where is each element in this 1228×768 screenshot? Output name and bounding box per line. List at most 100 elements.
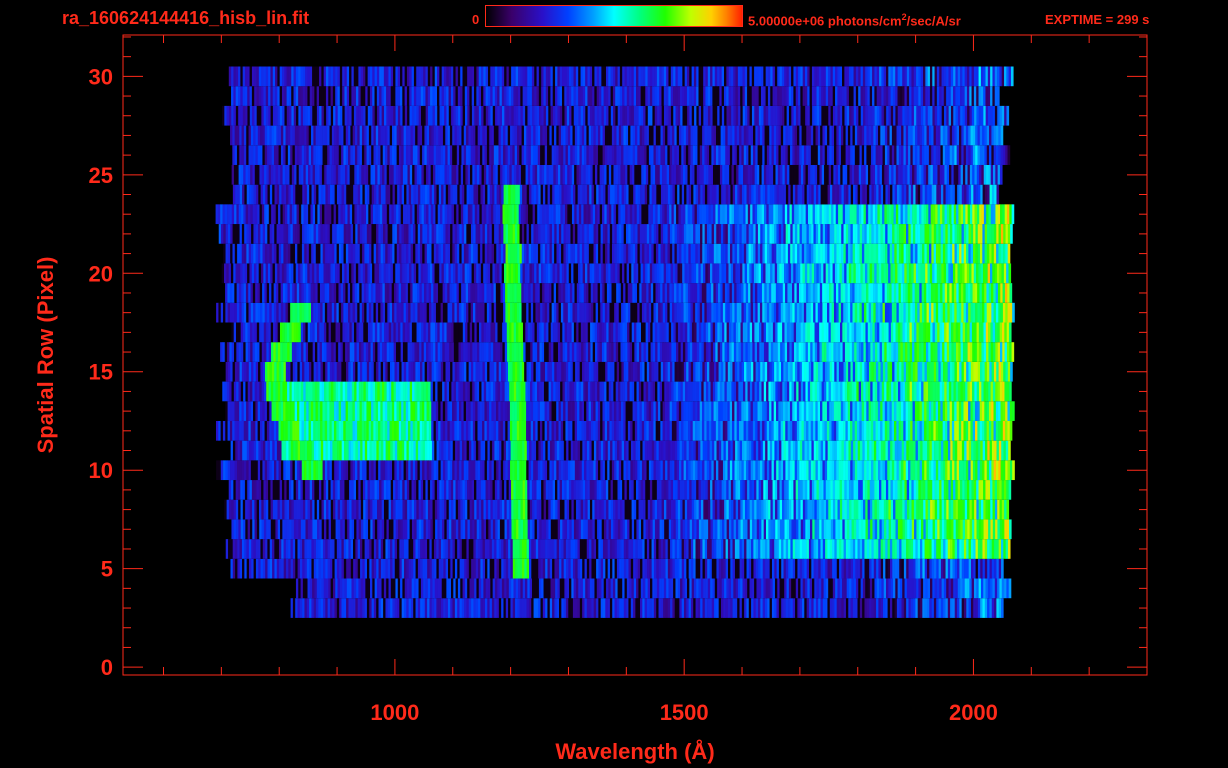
heatmap-cell [783, 598, 787, 618]
heatmap-cell [710, 322, 714, 343]
heatmap-cell [740, 381, 744, 402]
heatmap-cell [404, 499, 408, 520]
heatmap-cell [819, 519, 822, 540]
heatmap-cell [451, 499, 454, 520]
heatmap-cell [679, 361, 682, 382]
heatmap-cell [862, 361, 865, 382]
heatmap-cell [662, 342, 665, 362]
heatmap-cell [625, 420, 629, 441]
heatmap-cell [259, 322, 262, 343]
heatmap-cell [633, 539, 636, 559]
heatmap-cell [365, 578, 368, 599]
heatmap-cell [660, 598, 664, 618]
heatmap-cell [1007, 460, 1011, 481]
heatmap-cell [372, 519, 376, 540]
heatmap-cell [420, 578, 424, 599]
heatmap-cell [455, 322, 459, 343]
heatmap-cell [864, 539, 868, 559]
heatmap-cell [707, 558, 710, 579]
heatmap-cell [947, 401, 950, 421]
heatmap-cell [517, 480, 521, 500]
heatmap-cell [331, 381, 334, 402]
heatmap-cell [831, 420, 835, 441]
heatmap-cell [817, 420, 821, 441]
heatmap-cell [514, 361, 518, 382]
heatmap-cell [888, 381, 892, 402]
heatmap-cell [477, 401, 481, 421]
heatmap-cell [289, 499, 292, 520]
heatmap-cell [543, 578, 547, 599]
heatmap-cell [361, 381, 364, 402]
heatmap-cell [894, 558, 898, 579]
heatmap-cell [997, 519, 1001, 540]
heatmap-cell [741, 539, 745, 559]
heatmap-cell [836, 460, 839, 481]
heatmap-cell [238, 499, 241, 520]
heatmap-cell [486, 420, 490, 441]
heatmap-cell [694, 322, 697, 343]
heatmap-cell [545, 578, 549, 599]
heatmap-cell [588, 342, 591, 362]
heatmap-cell [998, 598, 1002, 618]
heatmap-cell [355, 598, 358, 618]
heatmap-cell [754, 578, 757, 599]
heatmap-cell [621, 361, 624, 382]
heatmap-cell [564, 342, 568, 362]
heatmap-cell [833, 381, 836, 402]
heatmap-cell [701, 519, 704, 540]
heatmap-cell [489, 598, 493, 618]
heatmap-cell [496, 539, 500, 559]
heatmap-cell [774, 480, 778, 500]
heatmap-cell [767, 539, 770, 559]
heatmap-cell [251, 480, 255, 500]
heatmap-cell [714, 539, 717, 559]
heatmap-cell [929, 558, 932, 579]
heatmap-cell [550, 322, 554, 343]
heatmap-cell [798, 322, 801, 343]
heatmap-cell [718, 460, 721, 481]
heatmap-cell [990, 381, 994, 402]
heatmap-cell [858, 578, 861, 599]
heatmap-cell [984, 401, 987, 421]
heatmap-cell [709, 440, 713, 461]
heatmap-cell [492, 480, 496, 500]
heatmap-cell [605, 361, 608, 382]
heatmap-cell [762, 401, 765, 421]
heatmap-cell [306, 420, 309, 441]
heatmap-cell [647, 480, 651, 500]
heatmap-cell [665, 558, 669, 579]
heatmap-cell [268, 499, 271, 520]
heatmap-cell [275, 519, 279, 540]
heatmap-cell [477, 420, 481, 441]
heatmap-cell [700, 361, 703, 382]
heatmap-cell [474, 480, 477, 500]
heatmap-cell [360, 558, 363, 579]
heatmap-cell [866, 440, 870, 461]
heatmap-cell [374, 322, 378, 343]
heatmap-cell [770, 578, 773, 599]
heatmap-cell [938, 440, 942, 461]
heatmap-cell [833, 519, 836, 540]
heatmap-cell [559, 480, 563, 500]
heatmap-cell [323, 322, 327, 343]
heatmap-cell [934, 578, 938, 599]
heatmap-cell [668, 322, 672, 343]
heatmap-cell [968, 420, 971, 441]
heatmap-cell [644, 460, 647, 481]
heatmap-cell [623, 420, 626, 441]
heatmap-cell [288, 558, 291, 579]
heatmap-cell [245, 381, 249, 402]
heatmap-cell [627, 381, 630, 402]
heatmap-cell [980, 598, 983, 618]
heatmap-cell [409, 499, 413, 520]
heatmap-cell [665, 460, 668, 481]
heatmap-cell [730, 598, 733, 618]
heatmap-cell [712, 322, 716, 343]
heatmap-cell [271, 401, 275, 421]
heatmap-cell [263, 499, 267, 520]
heatmap-cell [910, 539, 914, 559]
heatmap-cell [354, 322, 357, 343]
heatmap-cell [489, 420, 492, 441]
heatmap-cell [411, 499, 415, 520]
heatmap-cell [811, 361, 814, 382]
